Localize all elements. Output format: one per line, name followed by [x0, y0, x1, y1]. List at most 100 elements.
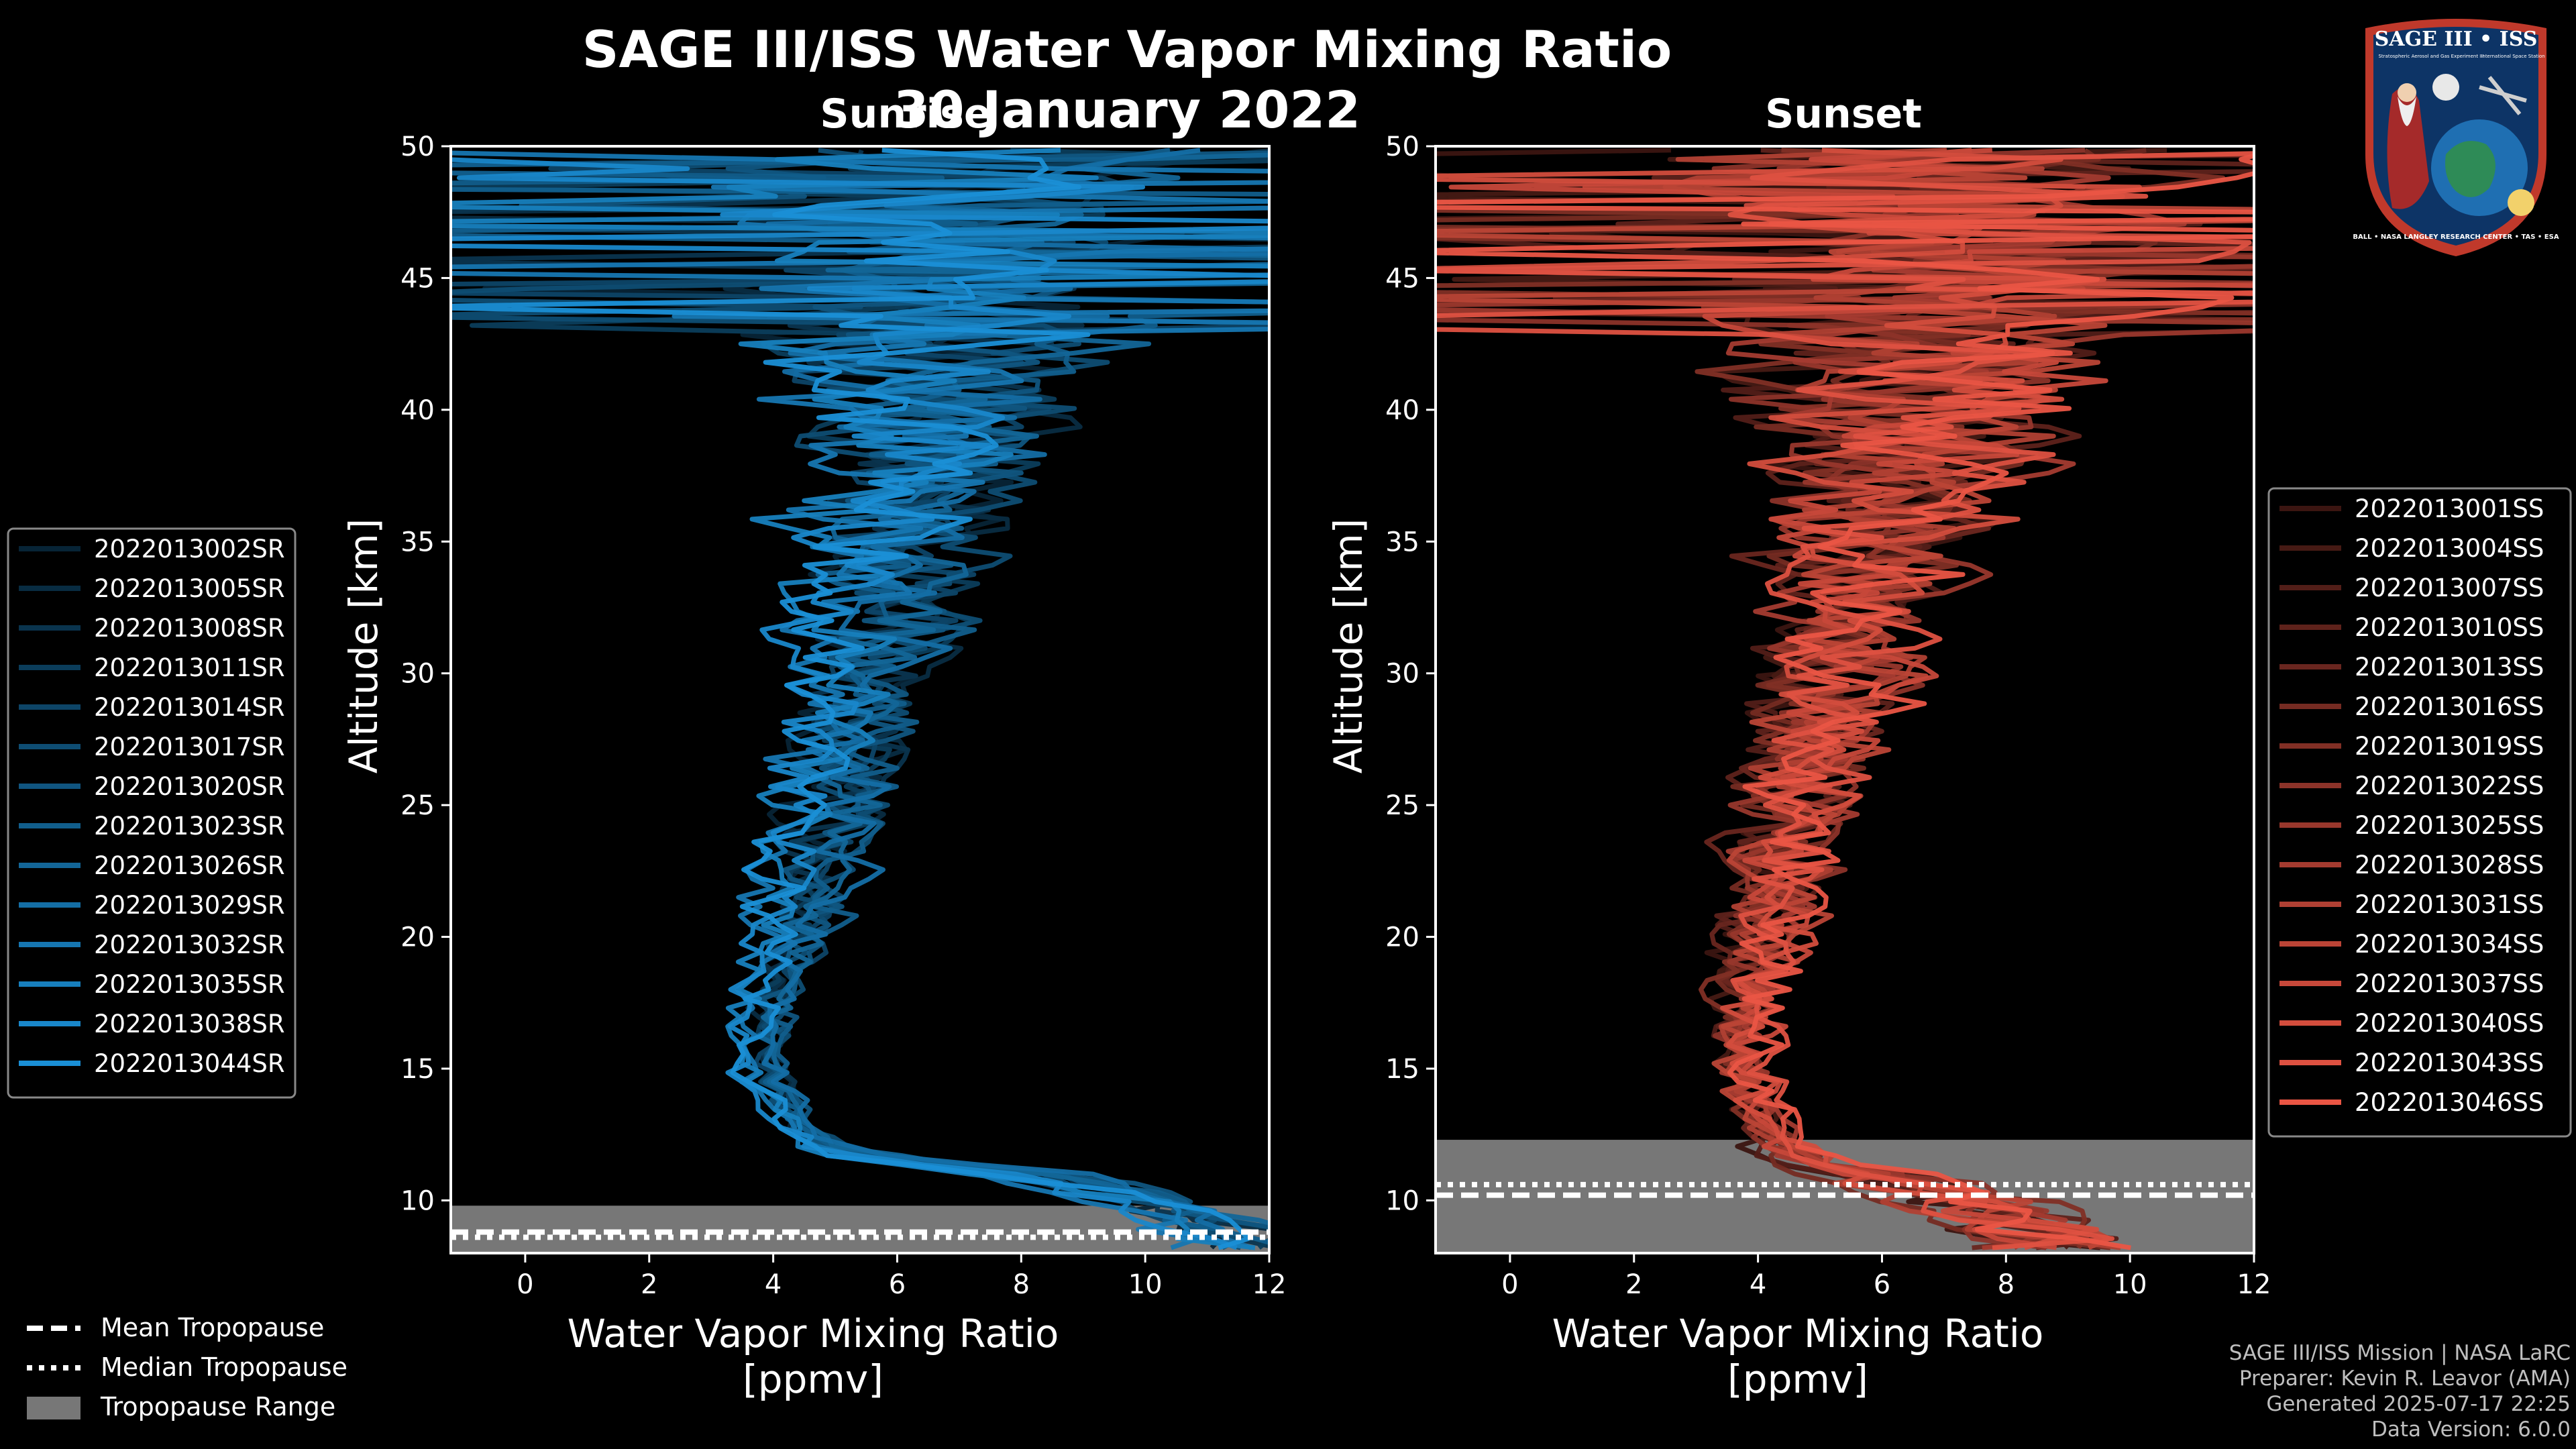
- legend-frame: [2267, 487, 2572, 1138]
- x-tick-label: 0: [517, 1269, 533, 1300]
- sage-iii-iss-mission-logo: SAGE III • ISS Stratospheric Aerosol and…: [2353, 19, 2559, 256]
- legend-label: 2022013038SR: [94, 1010, 285, 1038]
- legend-label: 2022013016SS: [2355, 692, 2544, 721]
- y-tick-label: 25: [400, 790, 435, 821]
- x-tick-label: 12: [2237, 1269, 2271, 1300]
- y-tick-label: 20: [400, 922, 435, 953]
- y-tick-label: 35: [400, 527, 435, 557]
- legend-label: 2022013040SS: [2355, 1009, 2544, 1038]
- badge-moon-icon: [2432, 74, 2459, 101]
- series-legend: 2022013002SR 2022013005SR 2022013008SR 2022…: [7, 527, 297, 1099]
- x-tick-label: 4: [1750, 1269, 1766, 1300]
- badge-subtitle-1: Stratospheric Aerosol and Gas Experiment…: [2378, 54, 2483, 59]
- badge-astronomer-figure: [2387, 87, 2429, 209]
- legend-label: 2022013013SS: [2355, 653, 2544, 682]
- legend-frame: [7, 527, 297, 1099]
- y-tick-label: 40: [400, 395, 435, 426]
- legend-label: 2022013011SR: [94, 653, 285, 682]
- figure-date: 30 January 2022: [894, 80, 1360, 140]
- legend-label: 2022013005SR: [94, 574, 285, 603]
- y-axis-label: Altitude [km]: [1326, 519, 1371, 773]
- y-tick-label: 45: [400, 263, 435, 294]
- sunrise-panel: Sunrise 0 2 4 6 8 10 12 10 15 20 25 30 35 40 45 50 Water …: [7, 91, 1287, 1402]
- profile-line-2022013034SS: [1436, 148, 2254, 1250]
- mean-tropopause-label: Mean Tropopause: [101, 1313, 324, 1342]
- badge-title: SAGE III • ISS: [2375, 28, 2538, 51]
- legend-label: 2022013028SS: [2355, 851, 2544, 879]
- legend-label: 2022013008SR: [94, 614, 285, 643]
- y-tick-label: 20: [1385, 922, 1419, 953]
- panel-title: Sunrise: [820, 91, 991, 138]
- legend-label: 2022013043SS: [2355, 1049, 2544, 1077]
- y-tick-label: 45: [1385, 263, 1419, 294]
- plot-content: [451, 148, 1269, 1253]
- x-tick-label: 4: [765, 1269, 782, 1300]
- y-tick-label: 15: [1385, 1054, 1419, 1085]
- x-axis-label: [ppmv]: [743, 1356, 883, 1402]
- y-tick-label: 50: [400, 131, 435, 162]
- legend-label: 2022013023SR: [94, 812, 285, 841]
- y-tick-label: 30: [1385, 659, 1419, 690]
- credits-block: SAGE III/ISS Mission | NASA LaRC Prepare…: [2229, 1340, 2571, 1442]
- x-tick-label: 10: [2113, 1269, 2147, 1300]
- x-tick-label: 0: [1501, 1269, 1518, 1300]
- legend-label: 2022013004SS: [2355, 534, 2544, 563]
- legend-label: 2022013014SR: [94, 693, 285, 722]
- profile-line-2022013044SR: [451, 148, 1251, 1250]
- x-tick-label: 2: [1625, 1269, 1642, 1300]
- legend-label: 2022013032SR: [94, 930, 285, 959]
- y-axis-label: Altitude [km]: [341, 519, 386, 773]
- legend-label: 2022013022SS: [2355, 771, 2544, 800]
- y-tick-label: 30: [400, 659, 435, 690]
- profile-line-2022013038SR: [451, 157, 1269, 1250]
- y-tick-label: 10: [400, 1185, 435, 1216]
- x-tick-label: 6: [1874, 1269, 1890, 1300]
- x-tick-label: 2: [641, 1269, 657, 1300]
- legend-label: 2022013035SR: [94, 970, 285, 999]
- badge-subtitle-2: International Space Station: [2481, 54, 2544, 59]
- legend-label: 2022013026SR: [94, 851, 285, 880]
- figure-title: SAGE III/ISS Water Vapor Mixing Ratio: [582, 19, 1672, 79]
- legend-label: 2022013046SS: [2355, 1088, 2544, 1117]
- tropopause-range-swatch: [27, 1397, 80, 1419]
- credits-version: Data Version: 6.0.0: [2371, 1417, 2571, 1442]
- x-tick-label: 8: [1013, 1269, 1030, 1300]
- y-tick-label: 10: [1385, 1185, 1419, 1216]
- x-axis-label: [ppmv]: [1727, 1356, 1868, 1402]
- x-tick-label: 12: [1252, 1269, 1287, 1300]
- credits-preparer: Preparer: Kevin R. Leavor (AMA): [2239, 1366, 2571, 1391]
- legend-label: 2022013020SR: [94, 772, 285, 801]
- legend-label: 2022013029SR: [94, 891, 285, 920]
- x-tick-label: 10: [1128, 1269, 1163, 1300]
- x-tick-label: 8: [1998, 1269, 2015, 1300]
- profile-line-2022013046SS: [1436, 153, 2254, 1250]
- legend-label: 2022013025SS: [2355, 811, 2544, 840]
- y-tick-label: 50: [1385, 131, 1419, 162]
- credits-generated: Generated 2025-07-17 22:25: [2266, 1392, 2571, 1416]
- x-axis-label: Water Vapor Mixing Ratio: [1552, 1311, 2044, 1356]
- y-tick-label: 15: [400, 1054, 435, 1085]
- badge-ring-text: BALL • NASA LANGLEY RESEARCH CENTER • TA…: [2353, 233, 2559, 241]
- legend-label: 2022013019SS: [2355, 732, 2544, 761]
- legend-label: 2022013002SR: [94, 535, 285, 564]
- sunset-panel: Sunset 0 2 4 6 8 10 12 10 15 20 25 30 35 40 45 50 Water V…: [1326, 91, 2572, 1402]
- legend-label: 2022013017SR: [94, 733, 285, 761]
- plot-content: [1436, 148, 2254, 1253]
- tropopause-range-label: Tropopause Range: [100, 1392, 335, 1421]
- legend-label: 2022013044SR: [94, 1049, 285, 1078]
- legend-label: 2022013007SS: [2355, 574, 2544, 602]
- x-tick-label: 6: [889, 1269, 906, 1300]
- legend-label: 2022013031SS: [2355, 890, 2544, 919]
- x-axis-label: Water Vapor Mixing Ratio: [568, 1311, 1059, 1356]
- legend-label: 2022013037SS: [2355, 969, 2544, 998]
- legend-label: 2022013010SS: [2355, 613, 2544, 642]
- legend-label: 2022013001SS: [2355, 494, 2544, 523]
- profile-line-2022013043SS: [1436, 151, 2254, 1250]
- plot-frame: [1434, 145, 2255, 1254]
- y-tick-label: 40: [1385, 395, 1419, 426]
- credits-mission: SAGE III/ISS Mission | NASA LaRC: [2229, 1341, 2571, 1365]
- legend-label: 2022013034SS: [2355, 930, 2544, 959]
- panel-title: Sunset: [1765, 91, 1922, 138]
- plot-frame: [449, 145, 1271, 1254]
